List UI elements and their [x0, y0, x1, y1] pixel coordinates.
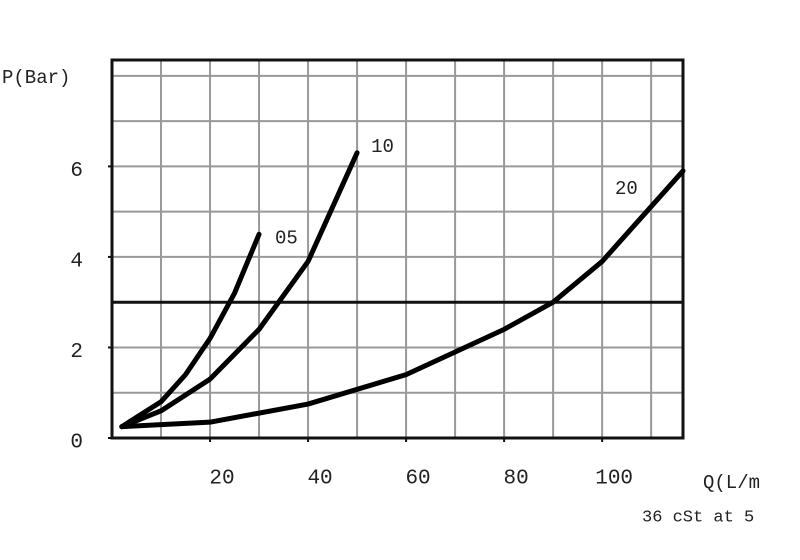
- x-tick-label: 80: [503, 468, 528, 491]
- series-label: 20: [615, 178, 638, 200]
- x-tick-label: 60: [405, 468, 430, 491]
- y-tick-label: 4: [70, 250, 83, 273]
- plot-frame: [110, 58, 685, 440]
- curve: [119, 168, 686, 430]
- series-label: 10: [371, 136, 394, 158]
- y-tick-label: 0: [70, 432, 83, 455]
- x-axis-label: Q(L/m: [703, 472, 760, 494]
- x-tick-label: 40: [307, 468, 332, 491]
- x-tick-label: 20: [209, 468, 234, 491]
- note: 36 cSt at 5: [642, 508, 754, 527]
- y-axis-label: P(Bar): [2, 67, 70, 89]
- y-tick-label: 6: [70, 160, 83, 183]
- curve: [119, 231, 262, 430]
- series-label: 05: [275, 227, 298, 249]
- curve: [119, 150, 360, 430]
- y-tick-label: 2: [70, 341, 83, 364]
- x-tick-label: 100: [595, 468, 633, 491]
